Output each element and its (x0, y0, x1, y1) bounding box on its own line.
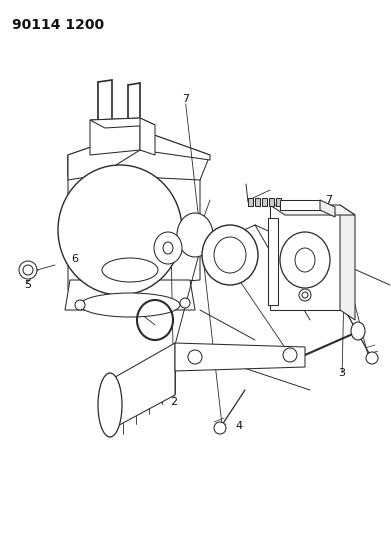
Ellipse shape (180, 298, 190, 308)
Ellipse shape (102, 258, 158, 282)
Ellipse shape (75, 300, 85, 310)
Text: 2: 2 (170, 398, 178, 407)
Bar (276, 198, 281, 206)
Ellipse shape (302, 292, 308, 298)
Ellipse shape (98, 373, 122, 437)
Text: 5: 5 (24, 280, 31, 290)
Ellipse shape (214, 237, 246, 273)
Polygon shape (140, 118, 155, 155)
Bar (248, 198, 253, 206)
Text: 90114 1200: 90114 1200 (12, 18, 104, 32)
Polygon shape (65, 280, 195, 310)
Ellipse shape (295, 248, 315, 272)
Polygon shape (268, 218, 278, 305)
Polygon shape (320, 200, 335, 217)
Text: 6: 6 (71, 254, 78, 263)
Ellipse shape (177, 213, 213, 257)
Bar (255, 198, 260, 206)
Ellipse shape (163, 242, 173, 254)
Ellipse shape (299, 289, 311, 301)
Polygon shape (68, 130, 210, 180)
Bar (269, 198, 274, 206)
Ellipse shape (154, 232, 182, 264)
Ellipse shape (351, 322, 365, 340)
Polygon shape (90, 118, 140, 155)
Ellipse shape (58, 165, 182, 295)
Bar (262, 198, 267, 206)
Ellipse shape (80, 293, 180, 317)
Polygon shape (270, 205, 340, 310)
Ellipse shape (280, 232, 330, 288)
Text: 7: 7 (325, 195, 332, 205)
Polygon shape (270, 205, 355, 215)
Text: 3: 3 (339, 368, 346, 378)
Ellipse shape (188, 350, 202, 364)
Polygon shape (68, 130, 210, 180)
Text: 4: 4 (235, 422, 242, 431)
Text: 7: 7 (182, 94, 189, 103)
Ellipse shape (366, 352, 378, 364)
Polygon shape (90, 118, 155, 128)
Ellipse shape (283, 348, 297, 362)
Ellipse shape (202, 225, 258, 285)
Polygon shape (175, 343, 305, 371)
Ellipse shape (23, 265, 33, 275)
Polygon shape (280, 200, 320, 210)
Ellipse shape (214, 422, 226, 434)
Text: 1: 1 (217, 254, 224, 263)
Polygon shape (110, 343, 175, 430)
Polygon shape (68, 155, 200, 290)
Polygon shape (340, 205, 355, 320)
Ellipse shape (19, 261, 37, 279)
